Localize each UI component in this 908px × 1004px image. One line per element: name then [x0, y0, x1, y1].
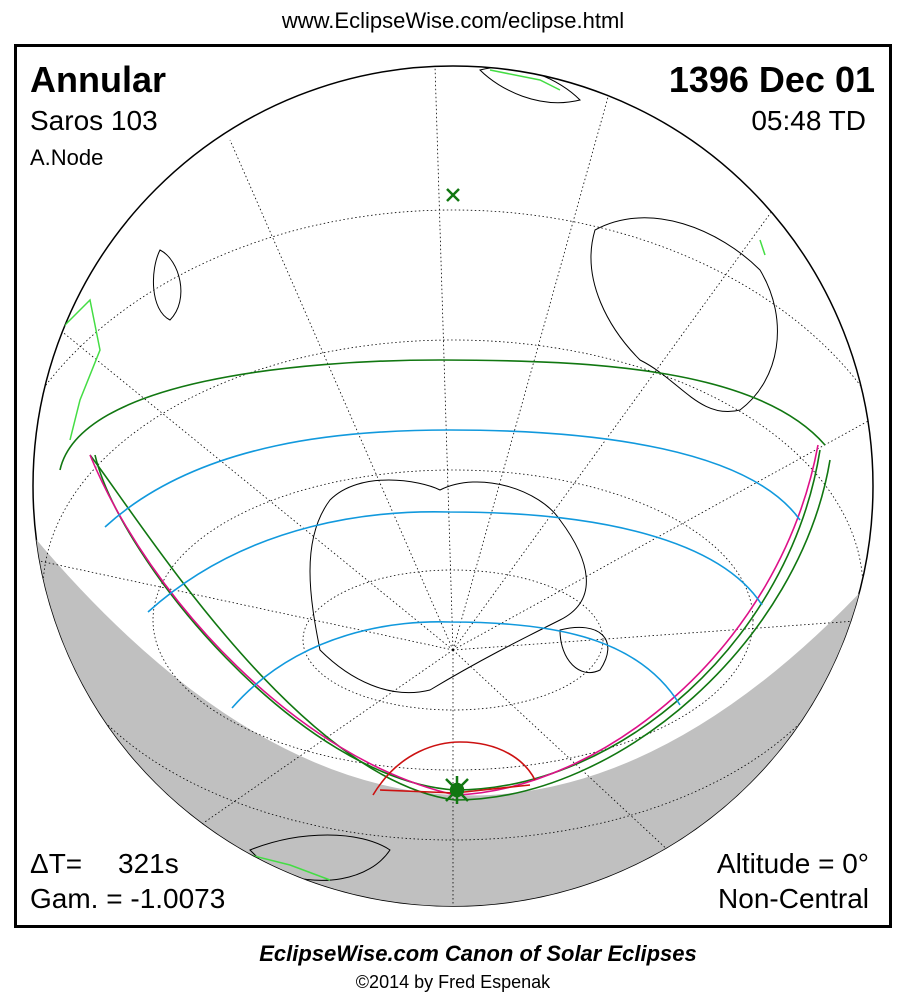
delta-t: 321s — [118, 848, 179, 879]
url: www.EclipseWise.com/eclipse.html — [281, 8, 624, 33]
sub-solar-point — [446, 188, 460, 202]
gamma: Gam. = -1.0073 — [30, 883, 225, 914]
footer-title: EclipseWise.com Canon of Solar Eclipses — [259, 941, 697, 966]
central: Non-Central — [718, 883, 869, 914]
saros: Saros 103 — [30, 105, 158, 136]
altitude: Altitude = 0° — [717, 848, 869, 879]
eclipse-type: Annular — [30, 59, 166, 100]
date: 1396 Dec 01 — [669, 59, 875, 100]
node: A.Node — [30, 145, 103, 170]
time: 05:48 TD — [751, 105, 866, 136]
delta-t-label: ΔT= — [30, 848, 82, 879]
max-point — [445, 776, 469, 804]
credit: ©2014 by Fred Espenak — [356, 972, 551, 992]
